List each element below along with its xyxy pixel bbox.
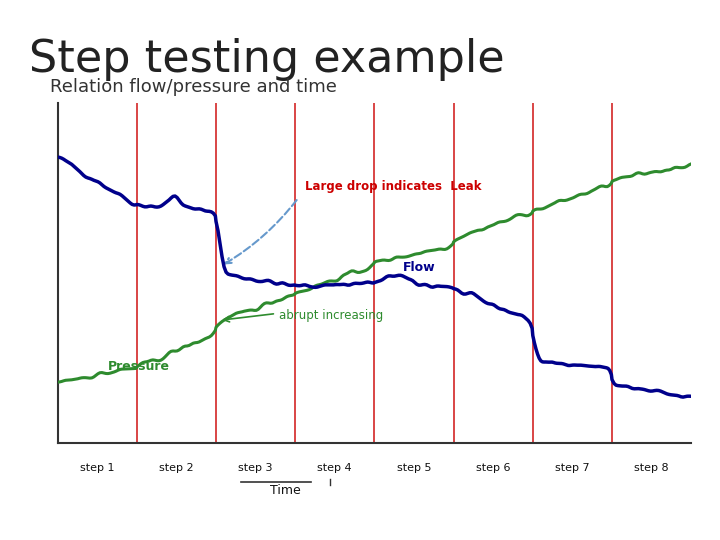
Text: step 5: step 5 [397, 463, 431, 473]
Text: Time: Time [270, 484, 301, 497]
Text: step 1: step 1 [80, 463, 114, 473]
Text: step 7: step 7 [555, 463, 590, 473]
Text: Large drop indicates  Leak: Large drop indicates Leak [305, 180, 481, 193]
Text: step 6: step 6 [476, 463, 510, 473]
Text: LEAK DETECTION: LEAK DETECTION [307, 511, 413, 521]
Text: Step testing example: Step testing example [29, 38, 505, 81]
Text: Relation flow/pressure and time: Relation flow/pressure and time [50, 78, 337, 96]
Text: step 2: step 2 [159, 463, 194, 473]
Text: step 8: step 8 [634, 463, 669, 473]
Text: Pressure: Pressure [108, 360, 171, 373]
Text: step 4: step 4 [318, 463, 352, 473]
Text: step 3: step 3 [238, 463, 273, 473]
Text: abrupt increasing: abrupt increasing [279, 309, 384, 322]
Text: Flow: Flow [403, 261, 436, 274]
